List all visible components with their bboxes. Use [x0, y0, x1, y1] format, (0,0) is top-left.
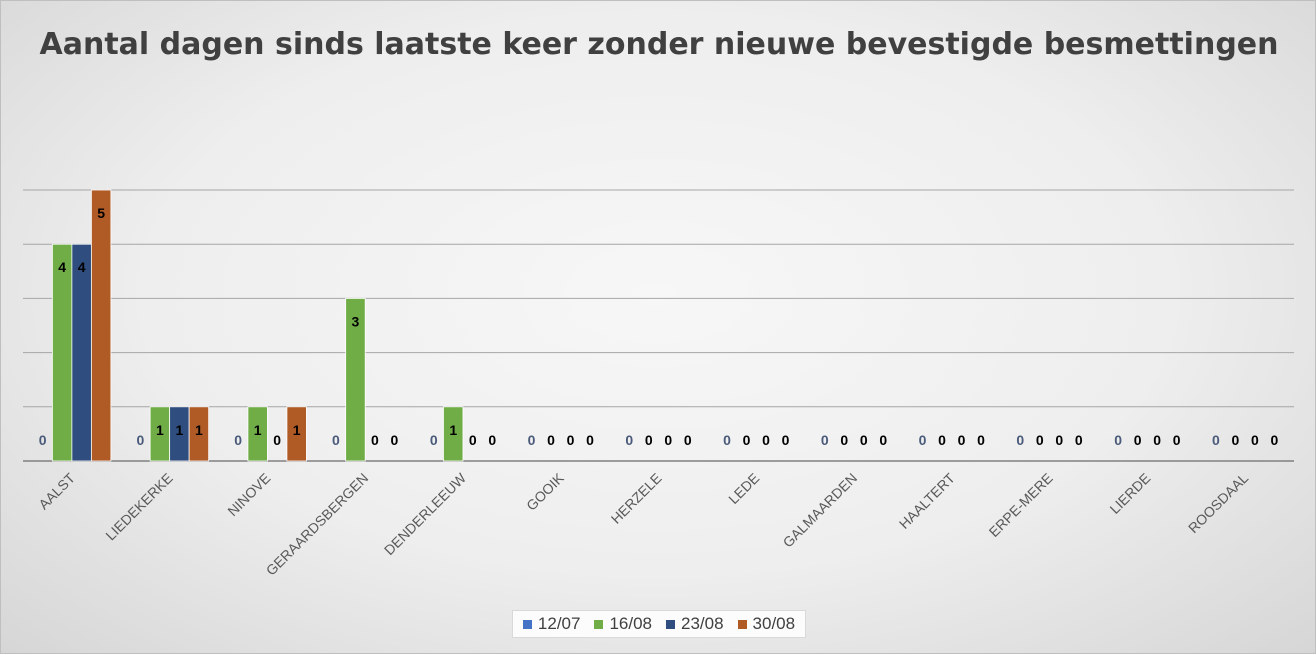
data-label: 0: [1173, 432, 1181, 448]
bar: [90, 189, 112, 462]
data-label: 0: [919, 432, 927, 448]
data-label: 0: [743, 432, 751, 448]
data-label: 0: [430, 432, 438, 448]
legend-item: 30/08: [737, 614, 796, 634]
legend-swatch: [522, 619, 532, 629]
data-label: 0: [840, 432, 848, 448]
legend-swatch: [666, 619, 675, 629]
data-label: 1: [156, 422, 164, 438]
gridlines: [23, 189, 1294, 408]
legend-item: 12/07: [522, 614, 581, 634]
data-label: 0: [625, 432, 633, 448]
data-label: 0: [1114, 432, 1122, 448]
data-label: 0: [762, 432, 770, 448]
data-label: 0: [528, 432, 536, 448]
data-label: 3: [352, 313, 360, 329]
x-tick-label: LEDE: [725, 470, 762, 507]
data-label: 0: [273, 432, 281, 448]
data-label: 0: [137, 432, 145, 448]
bar: [247, 406, 268, 462]
bar: [286, 406, 307, 462]
x-tick-label: LIEDEKERKE: [102, 470, 175, 543]
data-label: 4: [78, 259, 86, 275]
legend-item: 16/08: [594, 614, 652, 634]
data-label: 1: [293, 422, 301, 438]
x-tick-label: LIERDE: [1106, 470, 1153, 517]
data-label: 0: [879, 432, 887, 448]
data-label: 0: [684, 432, 692, 448]
data-label: 1: [449, 422, 457, 438]
data-label: 0: [371, 432, 379, 448]
x-tick-label: HAALTERT: [896, 469, 958, 531]
x-tick-label: HERZELE: [608, 470, 665, 527]
data-label: 0: [547, 432, 555, 448]
x-tick-label: NINOVE: [224, 470, 273, 519]
data-label: 5: [97, 205, 105, 221]
data-label: 0: [782, 432, 790, 448]
data-label: 0: [567, 432, 575, 448]
bar: [443, 406, 464, 462]
data-label: 0: [586, 432, 594, 448]
data-label: 0: [645, 432, 653, 448]
legend-label: 30/08: [752, 614, 796, 633]
data-label: 0: [1212, 432, 1220, 448]
data-label: 0: [860, 432, 868, 448]
data-label: 4: [58, 259, 66, 275]
x-tick-label: GERAARDSBERGEN: [263, 470, 372, 579]
data-label: 1: [254, 422, 262, 438]
data-label: 0: [938, 432, 946, 448]
legend-label: 12/07: [537, 614, 581, 633]
data-label: 1: [195, 422, 203, 438]
data-label: 0: [1270, 432, 1278, 448]
data-label: 0: [958, 432, 966, 448]
data-label: 0: [977, 432, 985, 448]
data-label: 0: [39, 432, 47, 448]
legend-box: 12/07 16/08 23/08 30/08: [511, 610, 807, 638]
x-tick-label: AALST: [35, 469, 78, 512]
x-tick-label: ERPE-MERE: [986, 470, 1056, 540]
legend-label: 23/08: [681, 614, 724, 633]
bar: [71, 243, 92, 462]
data-label: 0: [1055, 432, 1063, 448]
legend-swatch: [594, 619, 604, 629]
data-label: 0: [1075, 432, 1083, 448]
data-label: 0: [723, 432, 731, 448]
data-label: 1: [176, 422, 184, 438]
legend-swatch: [737, 619, 747, 629]
legend: 12/07 16/08 23/08 30/08: [1, 610, 1316, 638]
data-label: 0: [1134, 432, 1142, 448]
data-label: 0: [1016, 432, 1024, 448]
legend-item: 23/08: [666, 614, 724, 634]
x-tick-label: GALMAARDEN: [780, 470, 861, 551]
data-label: 0: [821, 432, 829, 448]
chart-title: Aantal dagen sinds laatste keer zonder n…: [39, 27, 1279, 62]
legend-label: 16/08: [609, 614, 652, 633]
data-label: 0: [469, 432, 477, 448]
data-label: 0: [664, 432, 672, 448]
x-tick-label: DENDERLEEUW: [381, 469, 470, 558]
data-label: 0: [488, 432, 496, 448]
data-label: 0: [1036, 432, 1044, 448]
data-label: 0: [332, 432, 340, 448]
data-label: 0: [234, 432, 242, 448]
bar: [51, 243, 73, 462]
bar: [188, 406, 210, 462]
data-label: 0: [1251, 432, 1259, 448]
x-tick-label: ROOSDAAL: [1185, 470, 1251, 536]
bar: [345, 297, 366, 462]
bars: [51, 189, 464, 462]
x-tick-label: GOOIK: [523, 469, 567, 513]
data-label: 0: [391, 432, 399, 448]
data-label: 0: [1153, 432, 1161, 448]
data-label: 0: [1231, 432, 1239, 448]
